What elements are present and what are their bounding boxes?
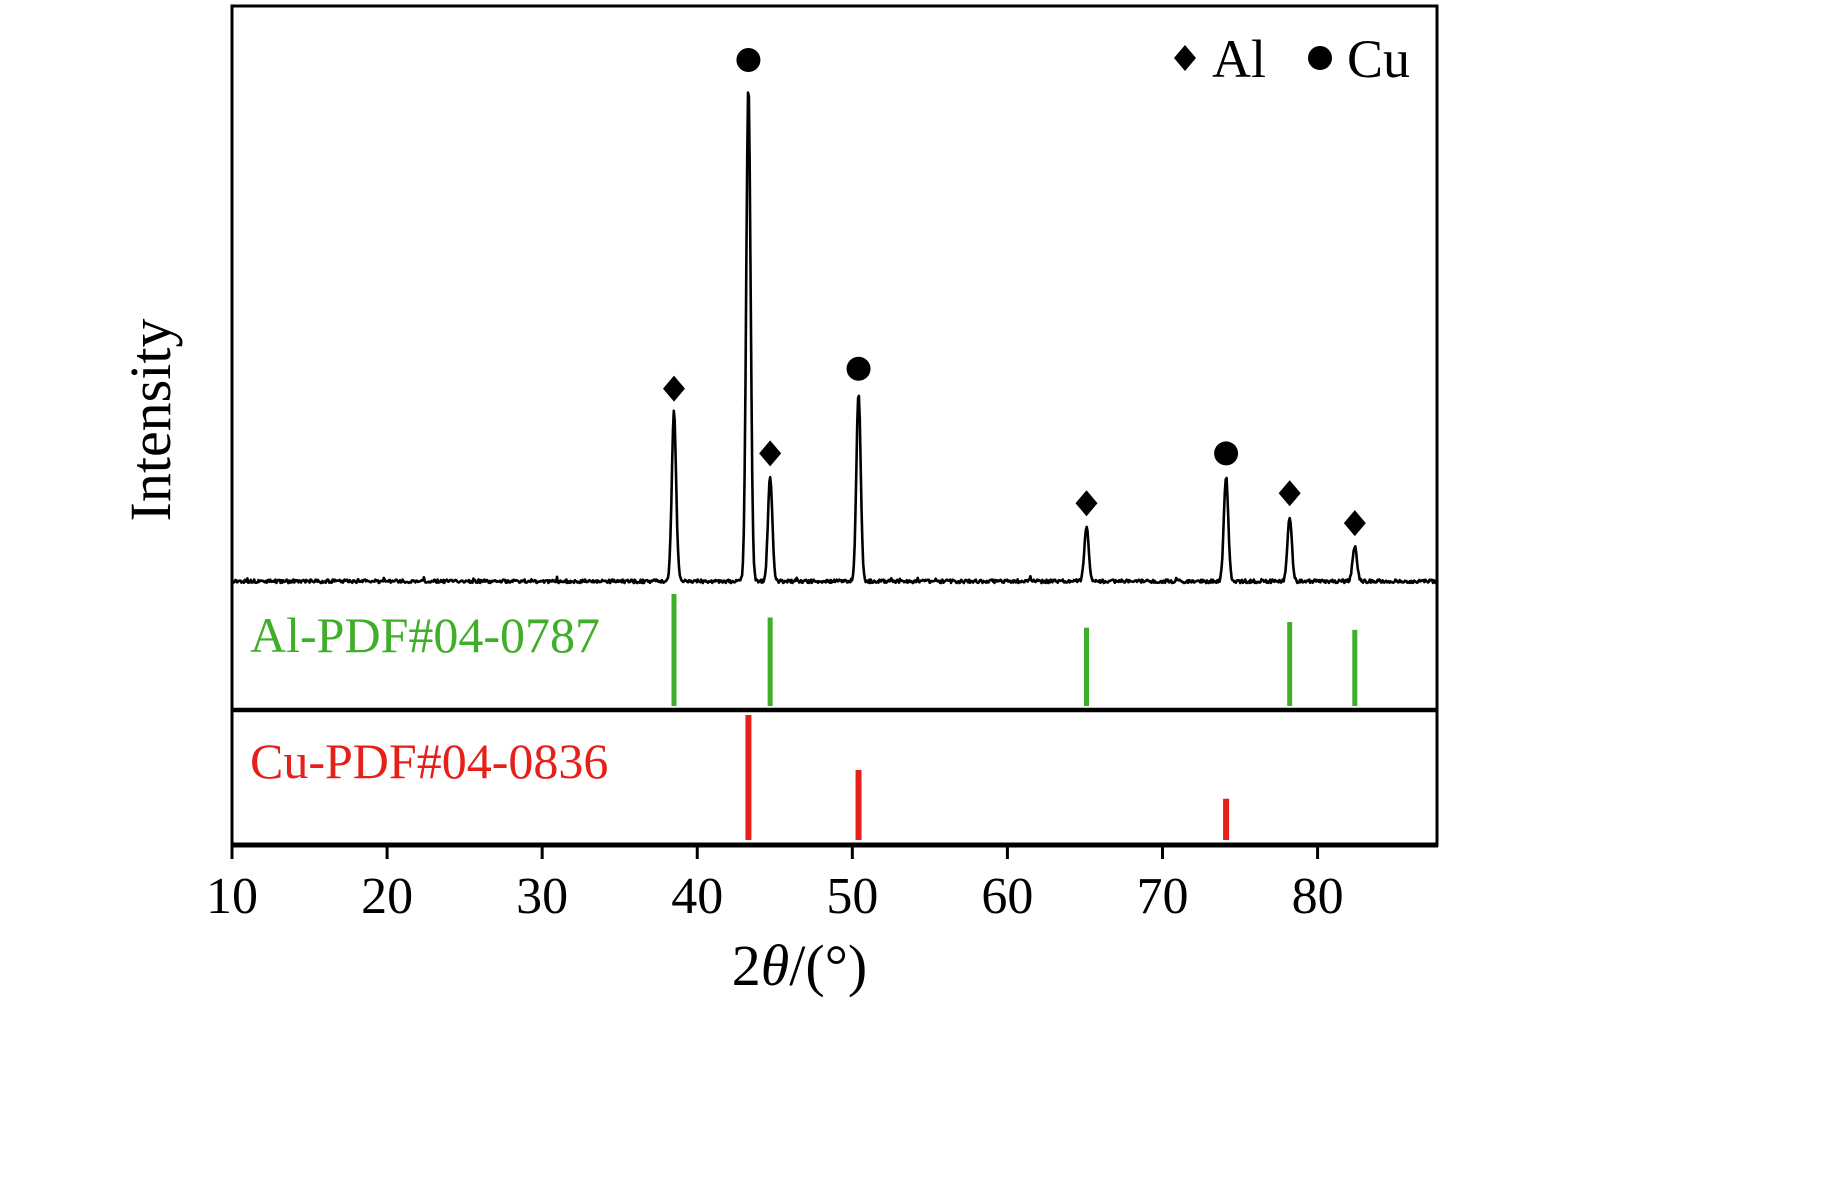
x-tick-label: 50: [826, 868, 878, 925]
x-tick-label: 60: [981, 868, 1033, 925]
cu-peak-marker-legend: [1308, 46, 1332, 70]
y-axis-title: Intensity: [118, 319, 183, 522]
al-peak-marker-65.1: [1075, 490, 1098, 517]
x-tick-label: 70: [1137, 868, 1189, 925]
cu-reference-label: Cu-PDF#04-0836: [250, 733, 608, 789]
al-peak-marker-38.5: [662, 375, 685, 402]
x-tick-label: 80: [1292, 868, 1344, 925]
cu-peak-marker-43.3: [736, 48, 761, 72]
legend-label-al: Al: [1212, 29, 1266, 89]
x-axis-title: 2θ/(°): [732, 933, 867, 998]
al-reference-label: Al-PDF#04-0787: [250, 607, 600, 663]
xrd-trace: [230, 91, 1438, 585]
x-tick-label: 10: [206, 868, 258, 925]
cu-peak-marker-74.1: [1214, 441, 1239, 466]
plot-background: [232, 6, 1437, 845]
al-peak-marker-legend: [1174, 45, 1196, 71]
cu-peak-marker-50.4: [846, 356, 871, 381]
al-peak-marker-78.2: [1278, 480, 1301, 507]
al-peak-marker-82.4: [1343, 510, 1366, 537]
x-tick-label: 30: [516, 868, 568, 925]
x-tick-label: 40: [671, 868, 723, 925]
x-tick-label: 20: [361, 868, 413, 925]
legend-label-cu: Cu: [1347, 29, 1410, 89]
al-peak-marker-44.7: [759, 440, 782, 467]
